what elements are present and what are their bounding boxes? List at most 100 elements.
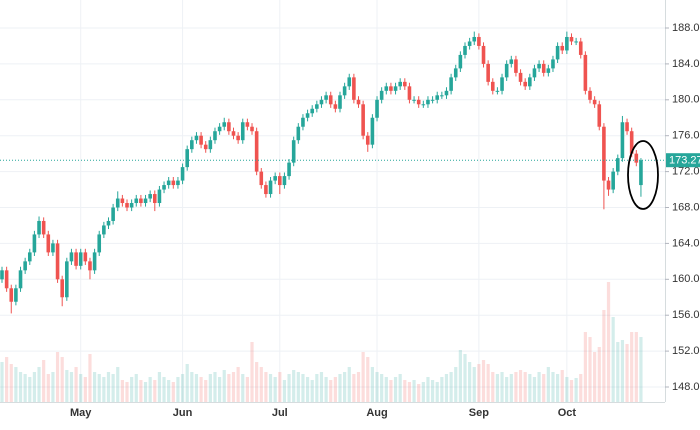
volume-bar xyxy=(315,374,319,402)
volume-bar xyxy=(500,372,504,402)
candle-body xyxy=(435,95,440,100)
candle-body xyxy=(37,220,41,235)
candle-body xyxy=(166,180,171,186)
candle-body xyxy=(356,99,361,105)
candle-body xyxy=(27,252,32,262)
volume-bar xyxy=(468,362,472,402)
candle-body xyxy=(185,149,189,168)
volume-bar xyxy=(528,374,532,402)
volume-bar xyxy=(546,367,550,402)
volume-bar xyxy=(347,367,351,402)
candle-body xyxy=(412,99,416,101)
candle-body xyxy=(342,86,347,96)
volume-bar xyxy=(556,374,560,402)
candle-body xyxy=(115,198,120,208)
volume-bar xyxy=(412,380,416,402)
candle-body xyxy=(273,176,277,181)
volume-bar xyxy=(542,374,546,402)
volume-bar xyxy=(227,374,231,402)
candle-body xyxy=(407,86,412,100)
volume-bar xyxy=(593,352,597,402)
volume-bar xyxy=(130,377,134,402)
volume-bar xyxy=(611,317,615,402)
volume-bar xyxy=(458,350,462,402)
volume-bar xyxy=(620,340,625,402)
y-tick-label: 164.00 xyxy=(672,237,700,249)
volume-bar xyxy=(551,372,555,402)
candle-body xyxy=(9,288,14,302)
volume-bar xyxy=(602,310,606,402)
volume-bar xyxy=(393,377,398,402)
candle-body xyxy=(32,234,37,253)
candle-body xyxy=(365,135,370,145)
volume-bar xyxy=(65,370,69,402)
volume-bar xyxy=(102,377,106,402)
candle-body xyxy=(430,99,435,101)
candle-body xyxy=(74,252,78,266)
candle-layer xyxy=(0,31,643,314)
volume-bar xyxy=(486,364,490,402)
volume-bar xyxy=(574,378,578,402)
candle-body xyxy=(370,117,375,145)
volume-bar xyxy=(37,367,41,402)
candle-body xyxy=(111,207,115,221)
candle-body xyxy=(222,122,227,127)
volume-bar xyxy=(139,380,143,402)
volume-bar xyxy=(204,380,208,402)
candle-body xyxy=(14,288,18,302)
volume-bar xyxy=(14,367,18,402)
candle-body xyxy=(490,81,495,91)
volume-bar xyxy=(606,282,611,402)
volume-bar xyxy=(616,342,620,402)
candle-body xyxy=(88,261,92,271)
candle-body xyxy=(639,160,643,186)
candle-body xyxy=(481,45,486,64)
candle-body xyxy=(352,77,356,100)
candle-body xyxy=(625,122,629,132)
volume-bar xyxy=(83,377,87,402)
candle-body xyxy=(148,194,152,199)
volume-bar xyxy=(366,357,370,402)
candle-body xyxy=(139,198,143,204)
candle-body xyxy=(315,104,319,109)
candle-body xyxy=(162,185,166,190)
candle-body xyxy=(546,68,551,73)
candle-body xyxy=(504,63,509,78)
candle-body xyxy=(217,126,222,132)
candle-body xyxy=(46,234,51,253)
candle-body xyxy=(467,41,472,46)
volume-bar xyxy=(338,374,342,402)
volume-layer xyxy=(0,282,643,402)
volume-bar xyxy=(426,377,430,402)
candle-body xyxy=(569,36,574,42)
volume-bar xyxy=(421,382,425,402)
volume-bar xyxy=(9,364,13,402)
volume-bar xyxy=(153,380,157,402)
volume-bar xyxy=(79,374,83,402)
last-price-label: 173.27 xyxy=(669,155,700,167)
volume-bar xyxy=(435,382,439,402)
volume-bar xyxy=(5,357,9,402)
volume-bar xyxy=(162,377,166,402)
candle-body xyxy=(208,140,213,150)
volume-bar xyxy=(352,374,356,402)
candle-body xyxy=(102,225,106,235)
x-tick-label: Sep xyxy=(469,407,489,419)
volume-bar xyxy=(143,382,148,402)
candle-body xyxy=(458,54,463,69)
volume-bar xyxy=(472,367,476,402)
volume-bar xyxy=(28,377,32,402)
candle-body xyxy=(509,59,514,64)
candle-body xyxy=(250,126,254,132)
volume-bar xyxy=(42,360,46,402)
volume-bar xyxy=(454,367,458,402)
y-tick-label: 168.00 xyxy=(672,201,700,213)
volume-bar xyxy=(495,374,500,402)
annotation-ellipse xyxy=(627,140,659,210)
candle-body xyxy=(278,176,282,186)
volume-bar xyxy=(106,372,111,402)
volume-bar xyxy=(278,372,282,402)
volume-bar xyxy=(218,377,222,402)
volume-bar xyxy=(329,380,333,402)
